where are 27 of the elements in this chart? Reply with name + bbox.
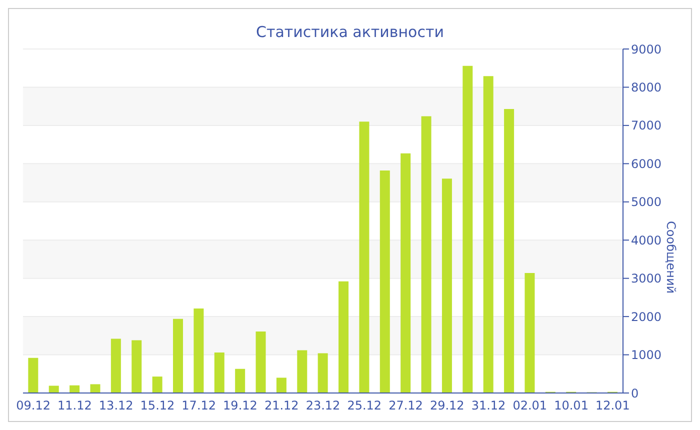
x-tick-label: 09.12: [16, 398, 51, 413]
y-tick-label: 8000: [631, 80, 662, 94]
y-tick-label: 3000: [631, 272, 662, 286]
chart-title: Статистика активности: [255, 23, 445, 41]
x-tick-label: 12.01: [595, 398, 630, 413]
x-tick-label: 25.12: [347, 398, 382, 413]
x-tick-label: 23.12: [306, 398, 340, 413]
y-tick-label: 9000: [631, 42, 662, 56]
x-tick-label: 10.01: [554, 398, 588, 413]
y-axis-title: Сообщений: [664, 221, 678, 294]
x-tick-label: 21.12: [264, 398, 299, 413]
y-tick-label: 6000: [631, 156, 662, 171]
x-tick-label: 11.12: [58, 398, 92, 413]
x-tick-label: 31.12: [471, 398, 506, 413]
y-tick-label: 4000: [631, 233, 662, 248]
x-tick-label: 27.12: [388, 398, 423, 413]
y-tick-label: 2000: [631, 310, 662, 324]
y-tick-label: 5000: [631, 195, 662, 210]
x-tick-label: 02.01: [512, 398, 548, 413]
x-tick-label: 13.12: [98, 398, 134, 413]
y-tick-label: 1000: [631, 348, 662, 362]
x-tick-label: 17.12: [182, 398, 216, 413]
y-tick-label: 0: [631, 386, 639, 400]
x-tick-label: 29.12: [430, 398, 464, 413]
y-tick-label: 7000: [631, 118, 662, 133]
x-tick-label: 19.12: [223, 398, 258, 413]
x-tick-label: 15.12: [140, 398, 175, 413]
